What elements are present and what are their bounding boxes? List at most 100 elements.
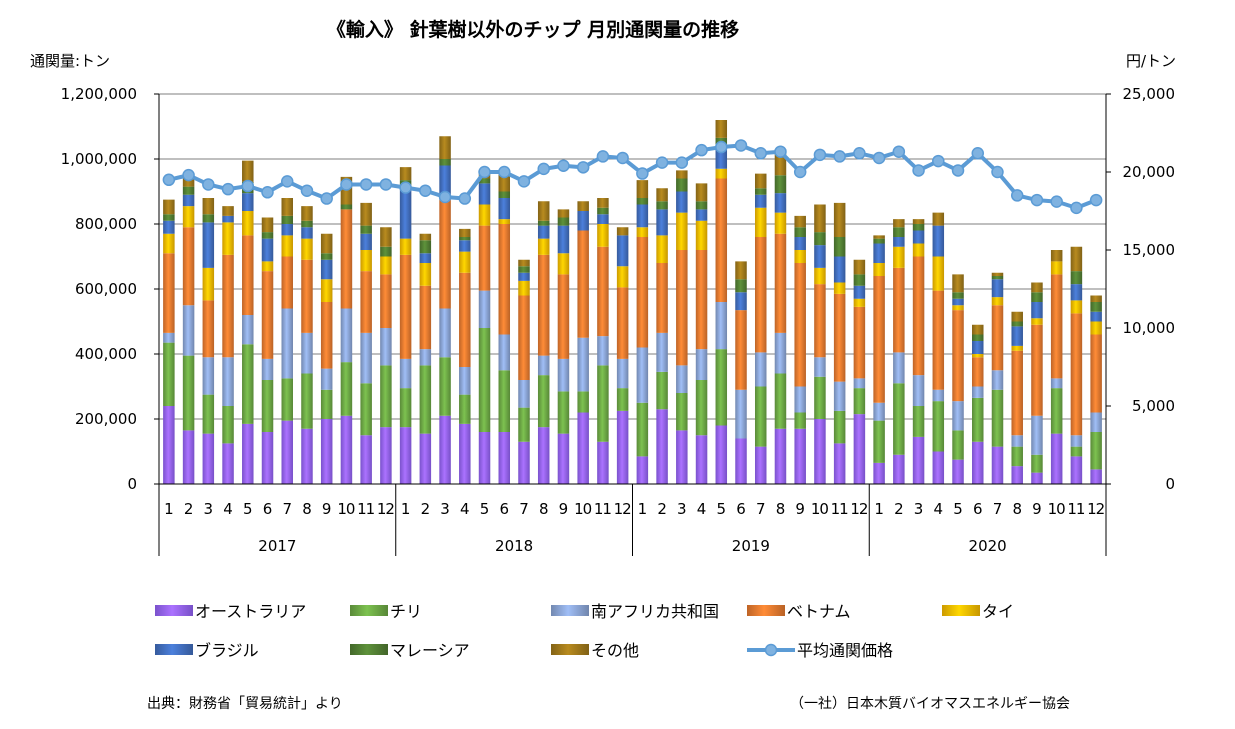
price-point	[636, 167, 649, 180]
bar-segment	[301, 332, 313, 374]
bar-segment	[1011, 311, 1023, 322]
x-month-label: 9	[559, 500, 569, 518]
bar-segment	[794, 227, 806, 237]
y-left-tick-label: 1,200,000	[61, 85, 137, 103]
bar-segment	[557, 274, 570, 359]
price-point	[813, 148, 827, 162]
legend-label: その他	[591, 641, 639, 660]
bar-segment	[991, 297, 1004, 306]
price-point	[399, 181, 412, 194]
x-month-label: 12	[377, 500, 395, 518]
bar-segment	[597, 441, 609, 484]
bar-segment	[695, 435, 708, 484]
bar-segment	[459, 272, 471, 367]
bar-segment	[893, 267, 905, 353]
bar-segment	[202, 357, 215, 395]
bar-segment	[794, 428, 806, 484]
bar-segment	[853, 274, 866, 286]
legend-swatch	[551, 605, 589, 616]
bar-segment	[991, 370, 1004, 390]
legend-label: ベトナム	[787, 602, 851, 621]
price-point	[340, 178, 353, 191]
bar-segment	[932, 451, 945, 484]
bar-segment	[833, 282, 846, 294]
bar-segment	[676, 178, 688, 192]
bar-segment	[873, 420, 885, 463]
bar-segment	[695, 250, 708, 350]
bar-segment	[774, 175, 787, 194]
bar-segment	[695, 209, 708, 221]
x-month-label: 11	[1067, 500, 1085, 518]
bar-segment	[814, 357, 826, 377]
bar-segment	[459, 423, 471, 485]
price-point	[241, 179, 255, 193]
bar-segment	[182, 355, 195, 431]
x-month-label: 7	[282, 500, 292, 518]
bar-segment	[636, 402, 649, 457]
bar-segment	[991, 279, 1004, 298]
bar-segment	[222, 406, 234, 444]
bar-segment	[616, 235, 629, 267]
bar-segment	[636, 456, 649, 485]
bar-segment	[1070, 456, 1083, 485]
bar-segment	[1070, 246, 1083, 272]
average-price-line	[162, 139, 1103, 215]
x-month-label: 10	[1048, 500, 1066, 518]
bar-segment	[754, 352, 767, 387]
y-right-tick-label: 25,000	[1123, 85, 1176, 103]
bar-segment	[320, 368, 333, 390]
bar-segment	[794, 412, 806, 429]
bar-segment	[399, 188, 412, 239]
bar-segment	[972, 334, 984, 341]
price-point	[1010, 189, 1024, 202]
bar-segment	[419, 263, 432, 286]
y-right-tick-labels: 0 5,000 10,000 15,000 20,000 25,000	[1123, 85, 1176, 493]
price-point	[438, 190, 452, 204]
bar-segment	[833, 381, 846, 411]
bar-segment	[498, 198, 511, 220]
bar-segment	[537, 201, 550, 221]
bar-segment	[478, 204, 491, 226]
bar-segment	[656, 188, 668, 202]
bar-segment	[893, 219, 905, 228]
price-point	[182, 168, 195, 182]
bar-segment	[222, 443, 234, 485]
legend-swatch	[942, 605, 980, 616]
bar-segment	[754, 194, 767, 208]
bar-segment	[873, 238, 885, 244]
bar-segment	[754, 446, 767, 485]
bar-segment	[340, 204, 353, 210]
x-month-label: 8	[1012, 500, 1022, 518]
price-point	[1030, 193, 1044, 207]
bar-segment	[439, 136, 451, 159]
price-point	[517, 175, 531, 188]
bar-segment	[912, 436, 925, 485]
bar-segment	[893, 352, 905, 384]
bar-segment	[419, 285, 432, 350]
bar-segment	[833, 256, 846, 283]
x-month-label: 4	[934, 500, 944, 518]
bar-segment	[1090, 432, 1102, 470]
bar-segment	[715, 120, 728, 138]
price-point	[991, 165, 1004, 179]
bar-segment	[814, 267, 826, 285]
bar-segment	[754, 188, 767, 195]
bar-segment	[222, 206, 234, 216]
bar-segment	[1090, 295, 1102, 302]
axes	[154, 93, 1111, 556]
bar-segment	[518, 272, 530, 281]
bar-segment	[991, 272, 1004, 276]
bar-segment	[774, 373, 787, 429]
bar-segment	[676, 393, 688, 431]
bar-segment	[399, 254, 412, 359]
bar-segment	[853, 378, 866, 389]
bar-segment	[498, 370, 511, 432]
x-month-label: 9	[1032, 500, 1042, 518]
bar-segment	[182, 305, 195, 356]
bar-segment	[182, 194, 195, 207]
bar-segment	[478, 328, 491, 432]
bar-segment	[320, 389, 333, 419]
bar-segment	[656, 332, 668, 372]
gridlines	[159, 93, 1106, 420]
bar-segment	[814, 419, 826, 484]
